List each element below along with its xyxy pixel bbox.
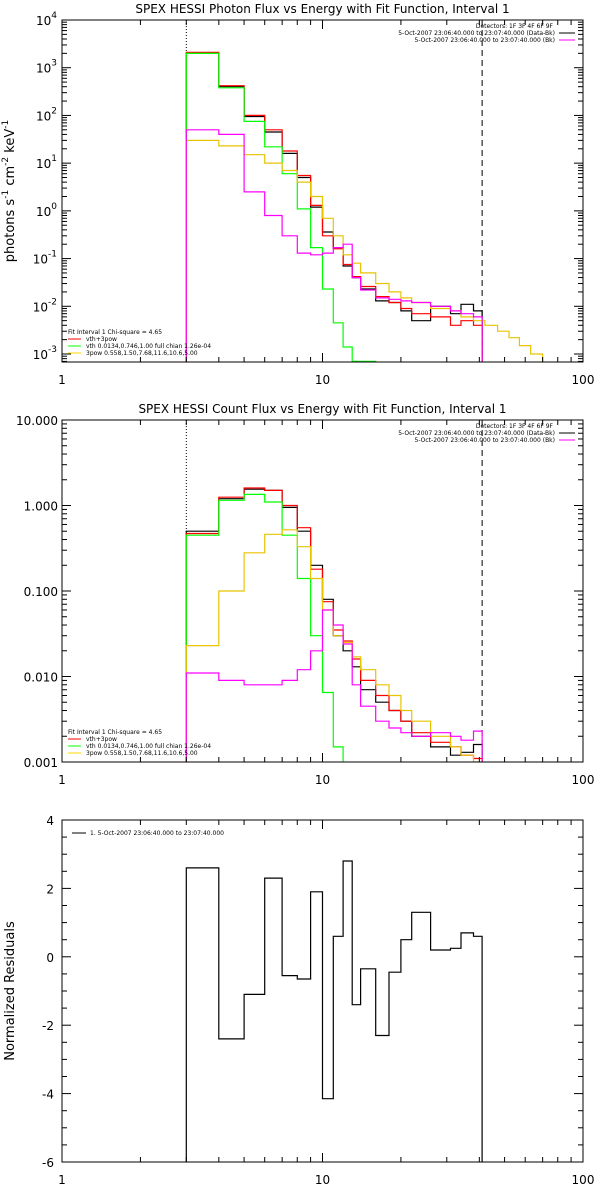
x-tick-label: 10 bbox=[315, 773, 330, 787]
fit-legend-entry-label: 3pow 0.558,1.50,7.68,11.6,10.6,5.00 bbox=[86, 750, 198, 757]
plot-frame bbox=[61, 19, 584, 363]
y-tick-label: 2 bbox=[46, 882, 54, 896]
y-tick-label: 0.100 bbox=[24, 585, 58, 599]
legend-entry-label: 5-Oct-2007 23:06:40.000 to 23:07:40.000 … bbox=[398, 30, 555, 37]
panel-1: SPEX HESSI Photon Flux vs Energy with Fi… bbox=[1, 2, 594, 387]
fit-legend-header: Fit Interval 1 Chi-square = 4.65 bbox=[68, 329, 162, 336]
chart-title: SPEX HESSI Count Flux vs Energy with Fit… bbox=[138, 402, 506, 416]
y-tick-label: 1.000 bbox=[24, 500, 58, 514]
legend-entry-label: 5-Oct-2007 23:06:40.000 to 23:07:40.000 … bbox=[415, 437, 556, 444]
series-line-5 bbox=[185, 129, 483, 362]
panel-3: 1 10 100 -6 -4 -2 0 2 4 Normalized Residuals 1. 5-… bbox=[3, 814, 594, 1187]
x-tick-label: 100 bbox=[572, 773, 595, 787]
y-tick-label: 104 bbox=[36, 11, 57, 28]
y-tick-label: 4 bbox=[46, 814, 54, 828]
series-line-3 bbox=[185, 52, 377, 362]
x-tick-label: 100 bbox=[572, 373, 595, 387]
y-tick-label: 10.000 bbox=[16, 414, 58, 428]
x-tick-label: 10 bbox=[315, 373, 330, 387]
fit-legend-entry-label: vth+3pow bbox=[86, 736, 117, 743]
y-tick-label: -2 bbox=[42, 1019, 54, 1033]
legend-header: Detectors: 1F 3F 4F 6F 9F bbox=[476, 23, 554, 30]
x-tick-label: 1 bbox=[58, 373, 66, 387]
y-tick-label: 102 bbox=[36, 106, 57, 123]
series-line-4 bbox=[185, 139, 544, 362]
fit-legend-entry-label: vth 0.0134,0.746,1.00 full chian 1.26e-0… bbox=[86, 343, 211, 350]
x-tick-label: 100 bbox=[572, 1173, 595, 1187]
series-line-4 bbox=[185, 529, 483, 762]
y-tick-label: -4 bbox=[42, 1088, 54, 1102]
series-line-1 bbox=[185, 52, 483, 362]
y-tick-label: 10-3 bbox=[33, 345, 57, 362]
y-tick-label: 100 bbox=[36, 202, 57, 219]
y-tick-label: 10-1 bbox=[33, 250, 57, 267]
fit-legend-header: Fit Interval 1 Chi-square = 4.65 bbox=[68, 729, 162, 736]
y-tick-label: 0.010 bbox=[24, 671, 58, 685]
legend-header: Detectors: 1F 3F 4F 6F 9F bbox=[476, 423, 554, 430]
series-line-5 bbox=[185, 609, 483, 762]
legend-entry-label: 5-Oct-2007 23:06:40.000 to 23:07:40.000 … bbox=[398, 430, 555, 437]
chart-title: SPEX HESSI Photon Flux vs Energy with Fi… bbox=[135, 2, 509, 16]
fit-legend-entry-label: 3pow 0.558,1.50,7.68,11.6,10.6,5.00 bbox=[86, 350, 198, 357]
y-tick-label: 101 bbox=[36, 154, 57, 171]
panel-2: SPEX HESSI Count Flux vs Energy with Fit… bbox=[16, 402, 594, 787]
y-tick-label: 10-2 bbox=[33, 297, 57, 314]
series-line-3 bbox=[185, 493, 344, 762]
y-tick-label: 0.001 bbox=[24, 756, 58, 770]
y-tick-label: -6 bbox=[42, 1156, 54, 1170]
y-axis-label: photons s-1 cm-2 keV-1 bbox=[1, 120, 18, 262]
x-tick-label: 1 bbox=[58, 1173, 66, 1187]
legend-entry-label: 5-Oct-2007 23:06:40.000 to 23:07:40.000 … bbox=[415, 37, 556, 44]
y-tick-label: 103 bbox=[36, 59, 57, 76]
y-axis-label: Normalized Residuals bbox=[3, 921, 18, 1061]
series-line-2 bbox=[185, 51, 483, 362]
x-tick-label: 1 bbox=[58, 773, 66, 787]
fit-legend-entry-label: vth+3pow bbox=[86, 336, 117, 343]
y-tick-label: 0 bbox=[46, 951, 54, 965]
legend-entry-label: 1. 5-Oct-2007 23:06:40.000 to 23:07:40.0… bbox=[90, 830, 224, 837]
x-tick-label: 10 bbox=[315, 1173, 330, 1187]
fit-legend-entry-label: vth 0.0134,0.746,1.00 full chian 1.26e-0… bbox=[86, 743, 211, 750]
series-line-1 bbox=[185, 860, 483, 1162]
